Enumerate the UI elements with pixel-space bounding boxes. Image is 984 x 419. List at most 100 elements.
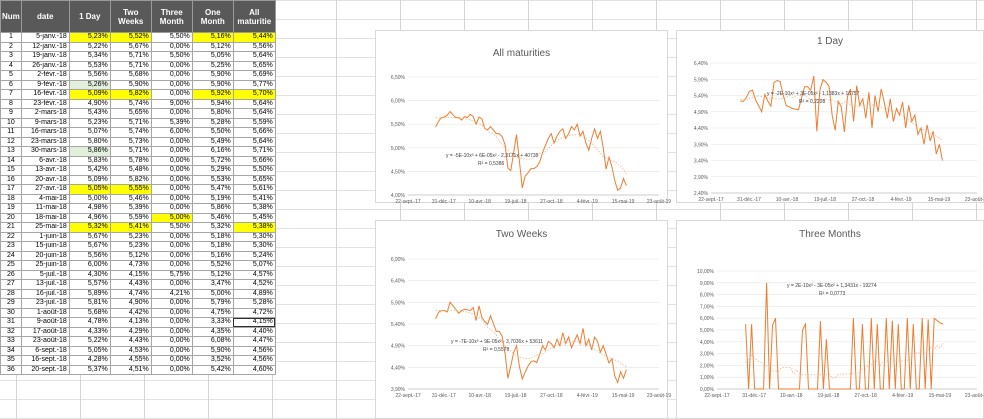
value-cell[interactable]: 0,00% [150,250,193,261]
value-cell[interactable]: 5,59% [109,212,152,223]
date-cell[interactable]: 20-sept.-18 [20,364,70,375]
value-cell[interactable]: 4,43% [109,279,152,290]
value-cell[interactable]: 5,59% [232,117,276,128]
row-number-cell[interactable]: 4 [0,60,22,71]
value-cell[interactable]: 5,71% [232,146,276,157]
value-cell[interactable]: 5,42% [191,364,234,375]
value-cell[interactable]: 4,15% [109,269,152,280]
value-cell[interactable]: 5,53% [68,60,111,71]
value-cell[interactable]: 0,00% [150,136,193,147]
row-number-cell[interactable]: 23 [0,241,22,252]
row-number-cell[interactable]: 18 [0,193,22,204]
date-cell[interactable]: 9-mars-18 [20,117,70,128]
value-cell[interactable]: 5,65% [109,108,152,119]
date-cell[interactable]: 1-août-18 [20,307,70,318]
row-number-cell[interactable]: 8 [0,98,22,109]
row-number-cell[interactable]: 33 [0,336,22,347]
value-cell[interactable]: 4,52% [232,279,276,290]
value-cell[interactable]: 5,46% [191,212,234,223]
value-cell[interactable]: 5,82% [109,174,152,185]
value-cell[interactable]: 4,90% [68,98,111,109]
value-cell[interactable]: 5,12% [109,250,152,261]
row-number-cell[interactable]: 9 [0,108,22,119]
value-cell[interactable]: 5,90% [109,79,152,90]
value-cell[interactable]: 4,96% [68,212,111,223]
value-cell[interactable]: 5,64% [232,98,276,109]
value-cell[interactable]: 5,64% [232,136,276,147]
row-number-cell[interactable]: 30 [0,307,22,318]
date-cell[interactable]: 13-avr.-18 [20,165,70,176]
value-cell[interactable]: 0,00% [150,155,193,166]
value-cell[interactable]: 5,32% [68,222,111,233]
row-number-cell[interactable]: 7 [0,89,22,100]
row-number-cell[interactable]: 13 [0,146,22,157]
date-cell[interactable]: 23-mars-18 [20,136,70,147]
row-number-cell[interactable]: 36 [0,364,22,375]
value-cell[interactable]: 0,00% [150,364,193,375]
value-cell[interactable]: 5,19% [191,193,234,204]
value-cell[interactable]: 5,38% [232,203,276,214]
value-cell[interactable]: 5,22% [68,336,111,347]
value-cell[interactable]: 5,00% [191,288,234,299]
value-cell[interactable]: 5,07% [68,127,111,138]
value-cell[interactable]: 5,48% [109,165,152,176]
value-cell[interactable]: 5,71% [109,146,152,157]
date-cell[interactable]: 16-juil.-18 [20,288,70,299]
value-cell[interactable]: 5,79% [191,298,234,309]
value-cell[interactable]: 5,41% [109,222,152,233]
date-cell[interactable]: 16-mars-18 [20,127,70,138]
date-cell[interactable]: 16-sept.-18 [20,355,70,366]
value-cell[interactable]: 0,00% [150,41,193,52]
value-cell[interactable]: 0,00% [150,355,193,366]
value-cell[interactable]: 4,78% [68,317,111,328]
row-number-cell[interactable]: 14 [0,155,22,166]
value-cell[interactable]: 5,53% [191,174,234,185]
value-cell[interactable]: 5,23% [109,241,152,252]
row-number-cell[interactable]: 31 [0,317,22,328]
date-cell[interactable]: 6-avr.-18 [20,155,70,166]
value-cell[interactable]: 5,67% [109,41,152,52]
date-cell[interactable]: 5-janv.-18 [20,32,70,43]
value-cell[interactable]: 0,00% [150,60,193,71]
date-cell[interactable]: 18-mai-18 [20,212,70,223]
date-cell[interactable]: 9-févr.-18 [20,79,70,90]
value-cell[interactable]: 4,15% [232,317,276,328]
value-cell[interactable]: 5,00% [150,212,193,223]
value-cell[interactable]: 4,74% [109,288,152,299]
value-cell[interactable]: 6,08% [191,336,234,347]
value-cell[interactable]: 5,39% [150,117,193,128]
row-number-cell[interactable]: 25 [0,260,22,271]
value-cell[interactable]: 5,18% [191,231,234,242]
column-header[interactable]: Two Weeks [109,0,152,33]
value-cell[interactable]: 5,68% [68,307,111,318]
value-cell[interactable]: 5,46% [109,193,152,204]
value-cell[interactable]: 5,64% [232,51,276,62]
value-cell[interactable]: 5,67% [68,231,111,242]
value-cell[interactable]: 6,16% [191,146,234,157]
value-cell[interactable]: 5,72% [191,155,234,166]
value-cell[interactable]: 5,00% [68,193,111,204]
row-number-cell[interactable]: 6 [0,79,22,90]
value-cell[interactable]: 5,83% [68,155,111,166]
value-cell[interactable]: 4,56% [232,355,276,366]
value-cell[interactable]: 5,68% [109,70,152,81]
value-cell[interactable]: 5,18% [191,241,234,252]
value-cell[interactable]: 0,00% [150,165,193,176]
value-cell[interactable]: 5,75% [150,269,193,280]
value-cell[interactable]: 0,00% [150,203,193,214]
value-cell[interactable]: 5,07% [232,260,276,271]
value-cell[interactable]: 5,90% [191,345,234,356]
value-cell[interactable]: 5,57% [68,279,111,290]
date-cell[interactable]: 25-juin-18 [20,260,70,271]
value-cell[interactable]: 5,64% [232,108,276,119]
value-cell[interactable]: 4,29% [109,326,152,337]
date-cell[interactable]: 20-juin-18 [20,250,70,261]
date-cell[interactable]: 27-avr.-18 [20,184,70,195]
value-cell[interactable]: 0,00% [150,193,193,204]
column-header[interactable]: date [20,0,70,33]
value-cell[interactable]: 5,74% [109,127,152,138]
value-cell[interactable]: 4,56% [232,345,276,356]
row-number-cell[interactable]: 26 [0,269,22,280]
value-cell[interactable]: 0,00% [150,326,193,337]
value-cell[interactable]: 5,22% [68,41,111,52]
